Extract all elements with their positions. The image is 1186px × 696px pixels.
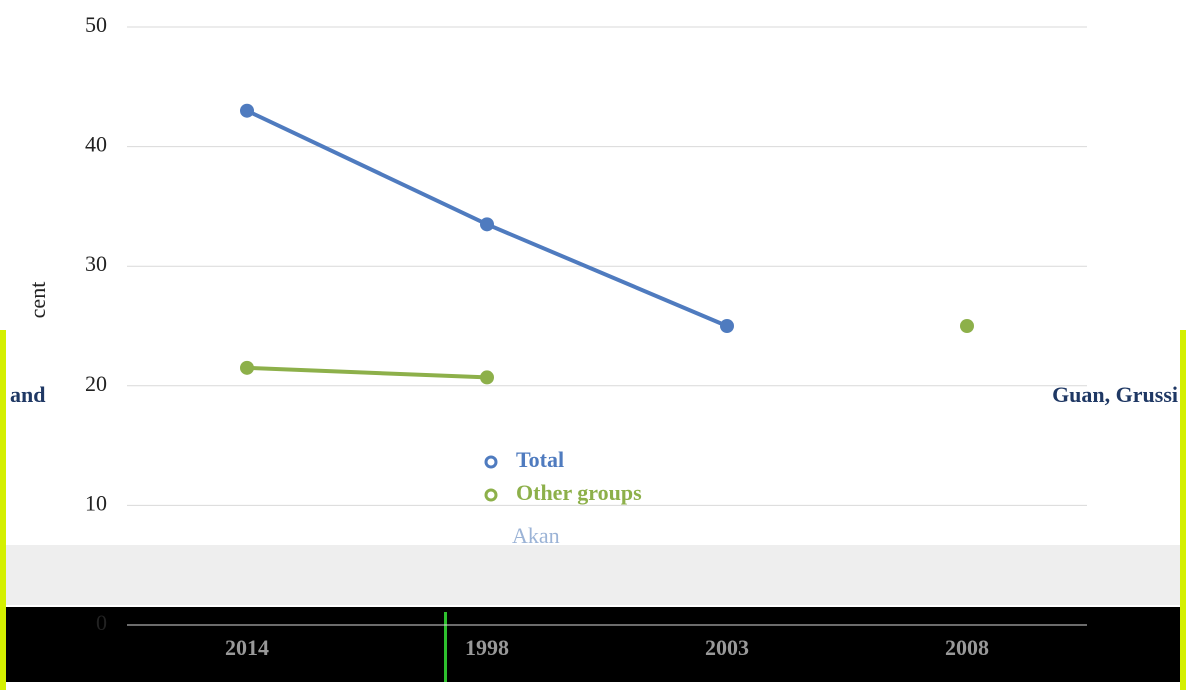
legend-marker xyxy=(484,455,498,469)
data-point xyxy=(960,319,974,333)
y-tick-label: 40 xyxy=(85,132,107,157)
x-tick-label: 1998 xyxy=(465,635,509,660)
marker-line xyxy=(444,612,447,682)
y-tick-label: 50 xyxy=(85,12,107,37)
legend-label: Other groups xyxy=(516,480,642,505)
data-point xyxy=(240,360,254,375)
data-point xyxy=(480,217,494,232)
x-tick-label: 2014 xyxy=(225,635,269,660)
legend-marker xyxy=(484,488,498,502)
data-point xyxy=(480,370,494,385)
y-tick-label: 30 xyxy=(85,251,107,276)
y-axis-label: cent xyxy=(25,282,50,319)
x-tick-label: 2008 xyxy=(945,635,989,660)
x-axis-band xyxy=(6,607,1180,682)
x-tick-label: 2003 xyxy=(705,635,749,660)
annotation: and xyxy=(10,382,45,407)
y-tick-label: 20 xyxy=(85,371,107,396)
y-tick-label: 10 xyxy=(85,490,107,515)
left-border xyxy=(0,330,6,690)
data-point xyxy=(720,319,734,333)
data-point xyxy=(240,103,254,118)
glitch-band xyxy=(6,545,1180,605)
y-tick-label: 0 xyxy=(96,610,107,635)
right-border xyxy=(1180,330,1186,690)
legend-label: Total xyxy=(516,447,564,472)
annotation: Akan xyxy=(512,523,560,548)
